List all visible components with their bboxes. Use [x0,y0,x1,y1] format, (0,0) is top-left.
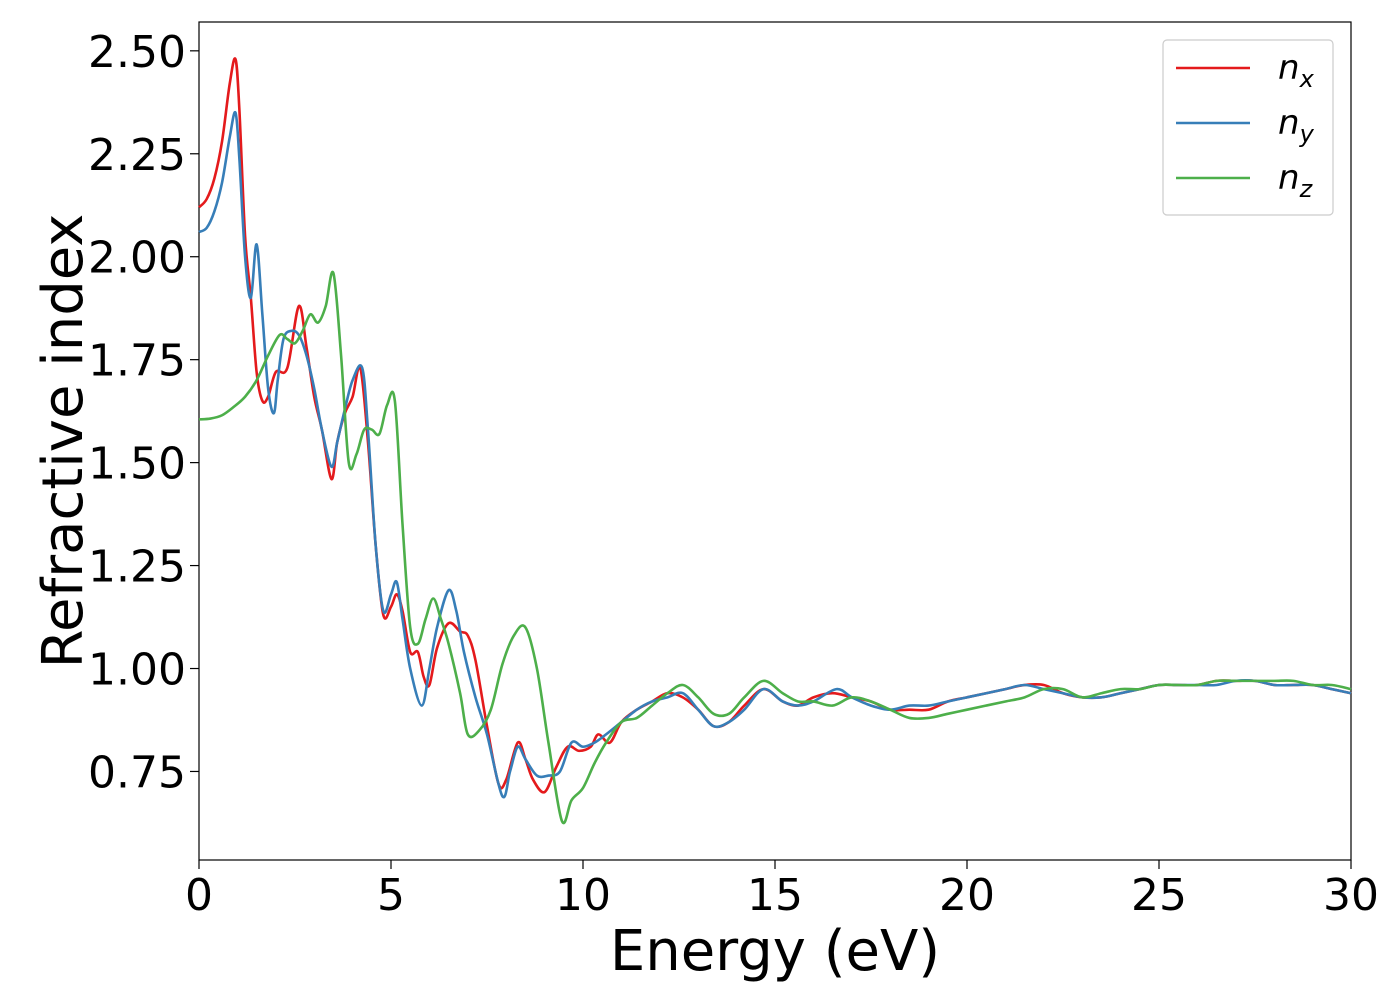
y-tick-label: 2.00 [88,233,186,284]
y-tick-label: 2.25 [88,130,186,181]
x-tick-label: 5 [377,870,405,921]
y-tick-label: 0.75 [88,747,186,798]
series-line-n-z [198,270,1352,825]
y-axis-ticks: 0.75 1.00 1.25 1.50 1.75 2.00 2.25 2.50 [88,27,199,798]
legend-box [1162,39,1334,216]
legend-entry-n-y: ny [1176,103,1315,148]
plot-area [198,21,1352,861]
x-tick-label: 15 [747,870,803,921]
x-axis-label: Energy (eV) [610,919,940,984]
x-tick-label: 30 [1323,870,1379,921]
series-line-n-y [198,110,1352,799]
series-layer [198,57,1352,825]
x-tick-label: 25 [1131,870,1187,921]
x-tick-label: 20 [939,870,995,921]
x-tick-label: 0 [185,870,213,921]
legend-label: ny [1278,103,1315,148]
y-axis-label: Refractive index [31,214,96,669]
plot-frame [198,21,1352,861]
x-axis-ticks: 0 5 10 15 20 25 30 [185,860,1379,921]
y-tick-label: 1.75 [88,336,186,387]
x-tick-label: 10 [555,870,611,921]
y-tick-label: 1.25 [88,542,186,593]
y-tick-label: 1.50 [88,439,186,490]
y-tick-label: 2.50 [88,27,186,78]
y-tick-label: 1.00 [88,645,186,696]
